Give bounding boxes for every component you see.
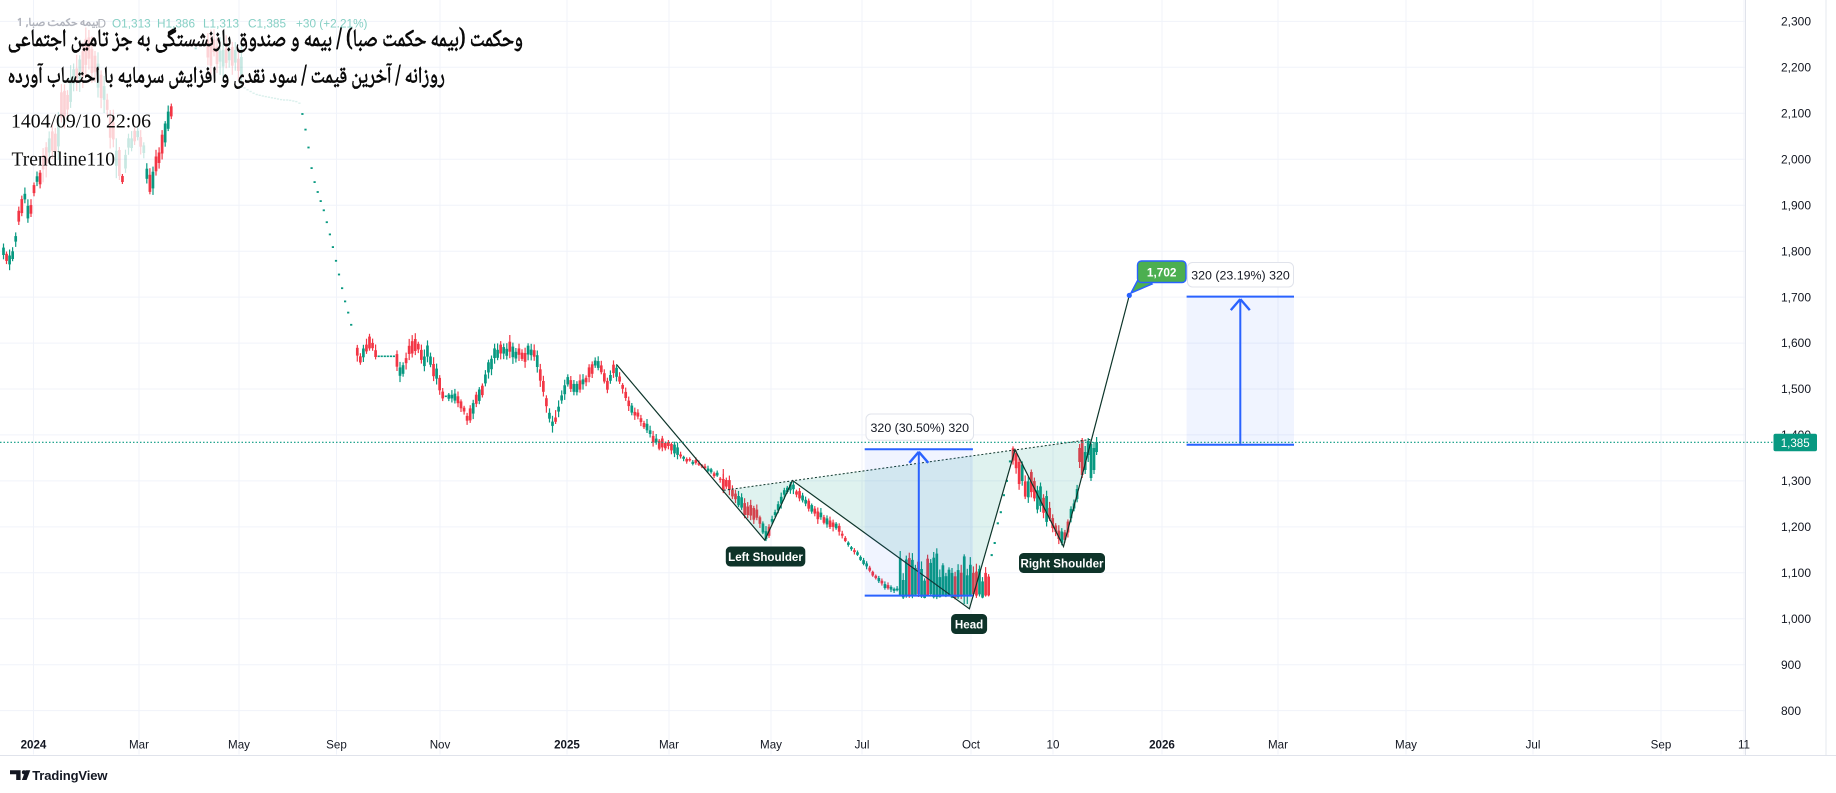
svg-text:1,700: 1,700	[1781, 290, 1811, 304]
svg-text:L1,313: L1,313	[203, 16, 240, 30]
svg-text:+30 (+2.21%): +30 (+2.21%)	[296, 16, 368, 30]
svg-text:2024: 2024	[21, 739, 47, 752]
svg-text:320 (30.50%) 320: 320 (30.50%) 320	[871, 421, 970, 435]
svg-text:Nov: Nov	[430, 739, 451, 752]
svg-text:Mar: Mar	[129, 739, 149, 752]
svg-text:1,000: 1,000	[1781, 612, 1811, 626]
svg-text:C1,385: C1,385	[248, 16, 286, 30]
svg-text:2,300: 2,300	[1781, 15, 1811, 29]
svg-text:Jul: Jul	[1526, 739, 1541, 752]
svg-text:2,100: 2,100	[1781, 107, 1811, 121]
svg-text:Sep: Sep	[1651, 739, 1672, 752]
svg-text:D: D	[98, 16, 107, 30]
svg-text:1,300: 1,300	[1781, 474, 1811, 488]
svg-text:900: 900	[1781, 658, 1801, 672]
svg-text:Jul: Jul	[855, 739, 870, 752]
svg-text:May: May	[1395, 739, 1417, 752]
svg-text:800: 800	[1781, 704, 1801, 718]
svg-text:10: 10	[1047, 739, 1060, 752]
svg-text:1,800: 1,800	[1781, 244, 1811, 258]
svg-text:1,500: 1,500	[1781, 382, 1811, 396]
svg-text:Mar: Mar	[659, 739, 679, 752]
svg-text:1,385: 1,385	[1781, 437, 1810, 450]
svg-text:2,000: 2,000	[1781, 152, 1811, 166]
svg-text:320 (23.19%) 320: 320 (23.19%) 320	[1191, 268, 1290, 282]
svg-text:2,200: 2,200	[1781, 61, 1811, 75]
svg-text:1,702: 1,702	[1147, 265, 1177, 279]
svg-text:1,900: 1,900	[1781, 198, 1811, 212]
svg-text:1,200: 1,200	[1781, 520, 1811, 534]
svg-text:Trendline110: Trendline110	[12, 149, 116, 171]
svg-text:11: 11	[1738, 739, 1750, 752]
svg-text:Sep: Sep	[326, 739, 347, 752]
svg-text:2026: 2026	[1149, 739, 1175, 752]
svg-text:Oct: Oct	[962, 739, 981, 752]
svg-text:May: May	[228, 739, 250, 752]
svg-text:Mar: Mar	[1268, 739, 1288, 752]
svg-text:2025: 2025	[554, 739, 580, 752]
svg-text:Left Shoulder: Left Shoulder	[728, 551, 803, 564]
svg-text:1,600: 1,600	[1781, 336, 1811, 350]
svg-text:TradingView: TradingView	[32, 768, 108, 783]
svg-text:H1,386: H1,386	[157, 16, 195, 30]
svg-text:Head: Head	[955, 618, 983, 631]
svg-text:1,100: 1,100	[1781, 566, 1811, 580]
svg-text:Right Shoulder: Right Shoulder	[1020, 557, 1104, 570]
svg-text:1404/09/10 22:06: 1404/09/10 22:06	[11, 111, 151, 133]
svg-text:O1,313: O1,313	[112, 16, 151, 30]
svg-text:May: May	[760, 739, 782, 752]
